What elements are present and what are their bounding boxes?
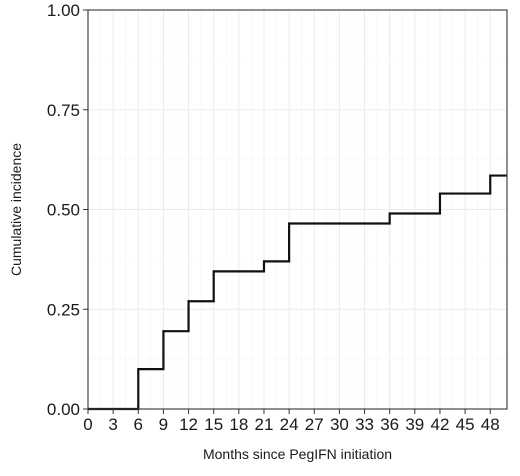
x-tick-label: 42 <box>430 415 449 434</box>
x-tick-label: 33 <box>355 415 374 434</box>
x-tick-label: 27 <box>305 415 324 434</box>
grid-lines <box>87 9 507 410</box>
x-tick-label: 24 <box>280 415 299 434</box>
x-tick-label: 3 <box>108 415 117 434</box>
x-tick-label: 36 <box>380 415 399 434</box>
x-tick-label: 18 <box>229 415 248 434</box>
x-tick-label: 45 <box>456 415 475 434</box>
x-tick-label: 48 <box>481 415 500 434</box>
y-tick-label: 1.00 <box>47 1 80 20</box>
x-tick-label: 21 <box>255 415 274 434</box>
y-tick-label: 0.25 <box>47 300 80 319</box>
x-tick-label: 30 <box>330 415 349 434</box>
x-tick-label: 39 <box>405 415 424 434</box>
y-axis-label: Cumulative incidence <box>8 143 24 276</box>
x-tick-label: 12 <box>179 415 198 434</box>
x-tick-label: 6 <box>134 415 143 434</box>
y-tick-label: 0.75 <box>47 101 80 120</box>
axes <box>83 9 508 414</box>
y-tick-label: 0.00 <box>47 400 80 419</box>
x-tick-label: 0 <box>83 415 92 434</box>
x-axis-label: Months since PegIFN initiation <box>203 446 392 462</box>
tick-labels: 0 3 6 9 12 15 18 21 24 27 30 33 36 39 42 45 480.000.250.… <box>47 1 500 434</box>
step-series-line <box>88 174 507 411</box>
x-tick-label: 9 <box>159 415 168 434</box>
data-layer <box>88 174 507 411</box>
x-tick-label: 15 <box>204 415 223 434</box>
y-tick-label: 0.50 <box>47 201 80 220</box>
